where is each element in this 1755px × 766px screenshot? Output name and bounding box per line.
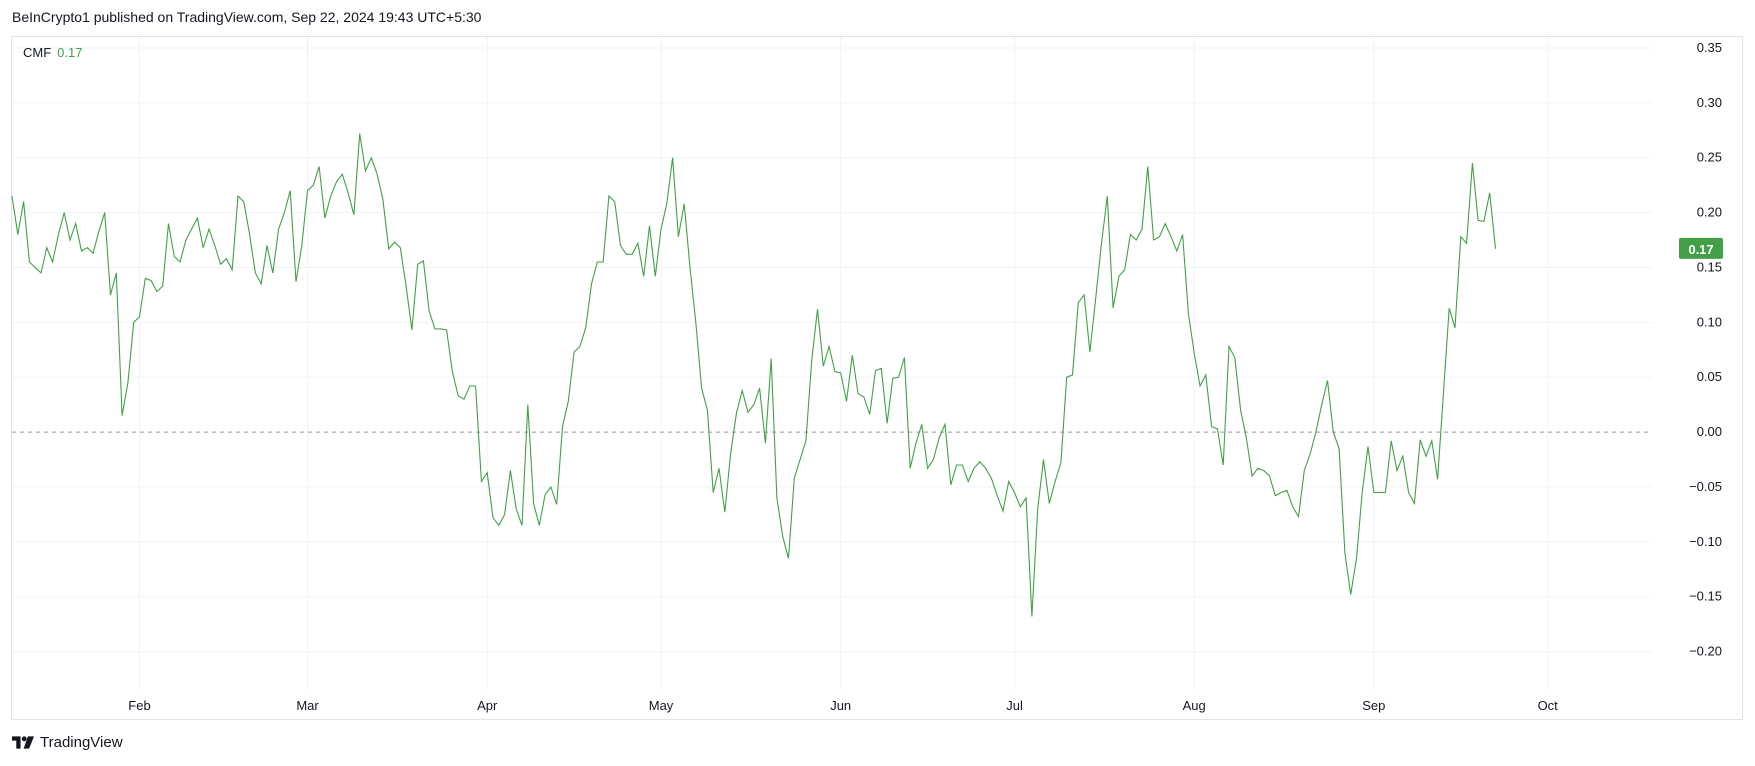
indicator-legend[interactable]: CMF 0.17 xyxy=(23,45,82,60)
x-tick-label: Jul xyxy=(1006,698,1023,713)
grid-lines xyxy=(12,37,1652,690)
x-tick-label: Apr xyxy=(477,698,498,713)
x-tick-label: Jun xyxy=(830,698,851,713)
y-tick-label: 0.20 xyxy=(1697,205,1722,220)
x-tick-label: Sep xyxy=(1362,698,1385,713)
x-tick-label: Oct xyxy=(1538,698,1559,713)
y-tick-label: 0.15 xyxy=(1697,259,1722,274)
last-value-badge-label: 0.17 xyxy=(1688,242,1713,257)
last-value-badge-bg xyxy=(1679,237,1723,259)
publish-info: BeInCrypto1 published on TradingView.com… xyxy=(12,9,482,25)
chart-frame xyxy=(11,36,1743,720)
y-tick-label: 0.25 xyxy=(1697,150,1722,165)
y-tick-label: 0.10 xyxy=(1697,314,1722,329)
tradingview-brand-label: TradingView xyxy=(40,734,123,751)
cmf-series-line xyxy=(11,133,1497,617)
legend-name: CMF xyxy=(23,45,52,60)
x-tick-label: Feb xyxy=(128,698,150,713)
y-axis[interactable]: 0.35 0.30 0.25 0.20 0.15 0.10 0.05 0.00 −0.05 −0.… xyxy=(1689,40,1722,659)
y-tick-label: −0.10 xyxy=(1689,534,1722,549)
y-tick-label: 0.05 xyxy=(1697,369,1722,384)
y-tick-label: −0.05 xyxy=(1689,479,1722,494)
tradingview-brand[interactable]: TradingView xyxy=(12,734,123,751)
x-tick-label: Mar xyxy=(296,698,319,713)
y-tick-label: 0.35 xyxy=(1697,40,1722,55)
legend-value: 0.17 xyxy=(57,45,83,60)
x-axis[interactable]: Feb Mar Apr May Jun Jul Aug Sep Oct xyxy=(128,698,1558,713)
x-tick-label: May xyxy=(649,698,674,713)
x-tick-label: Aug xyxy=(1183,698,1206,713)
y-tick-label: 0.00 xyxy=(1697,424,1722,439)
tradingview-logo-icon xyxy=(12,736,34,749)
last-value-badge: 0.17 xyxy=(1679,237,1723,259)
y-tick-label: −0.20 xyxy=(1689,644,1722,659)
y-tick-label: 0.30 xyxy=(1697,95,1722,110)
y-tick-label: −0.15 xyxy=(1689,589,1722,604)
